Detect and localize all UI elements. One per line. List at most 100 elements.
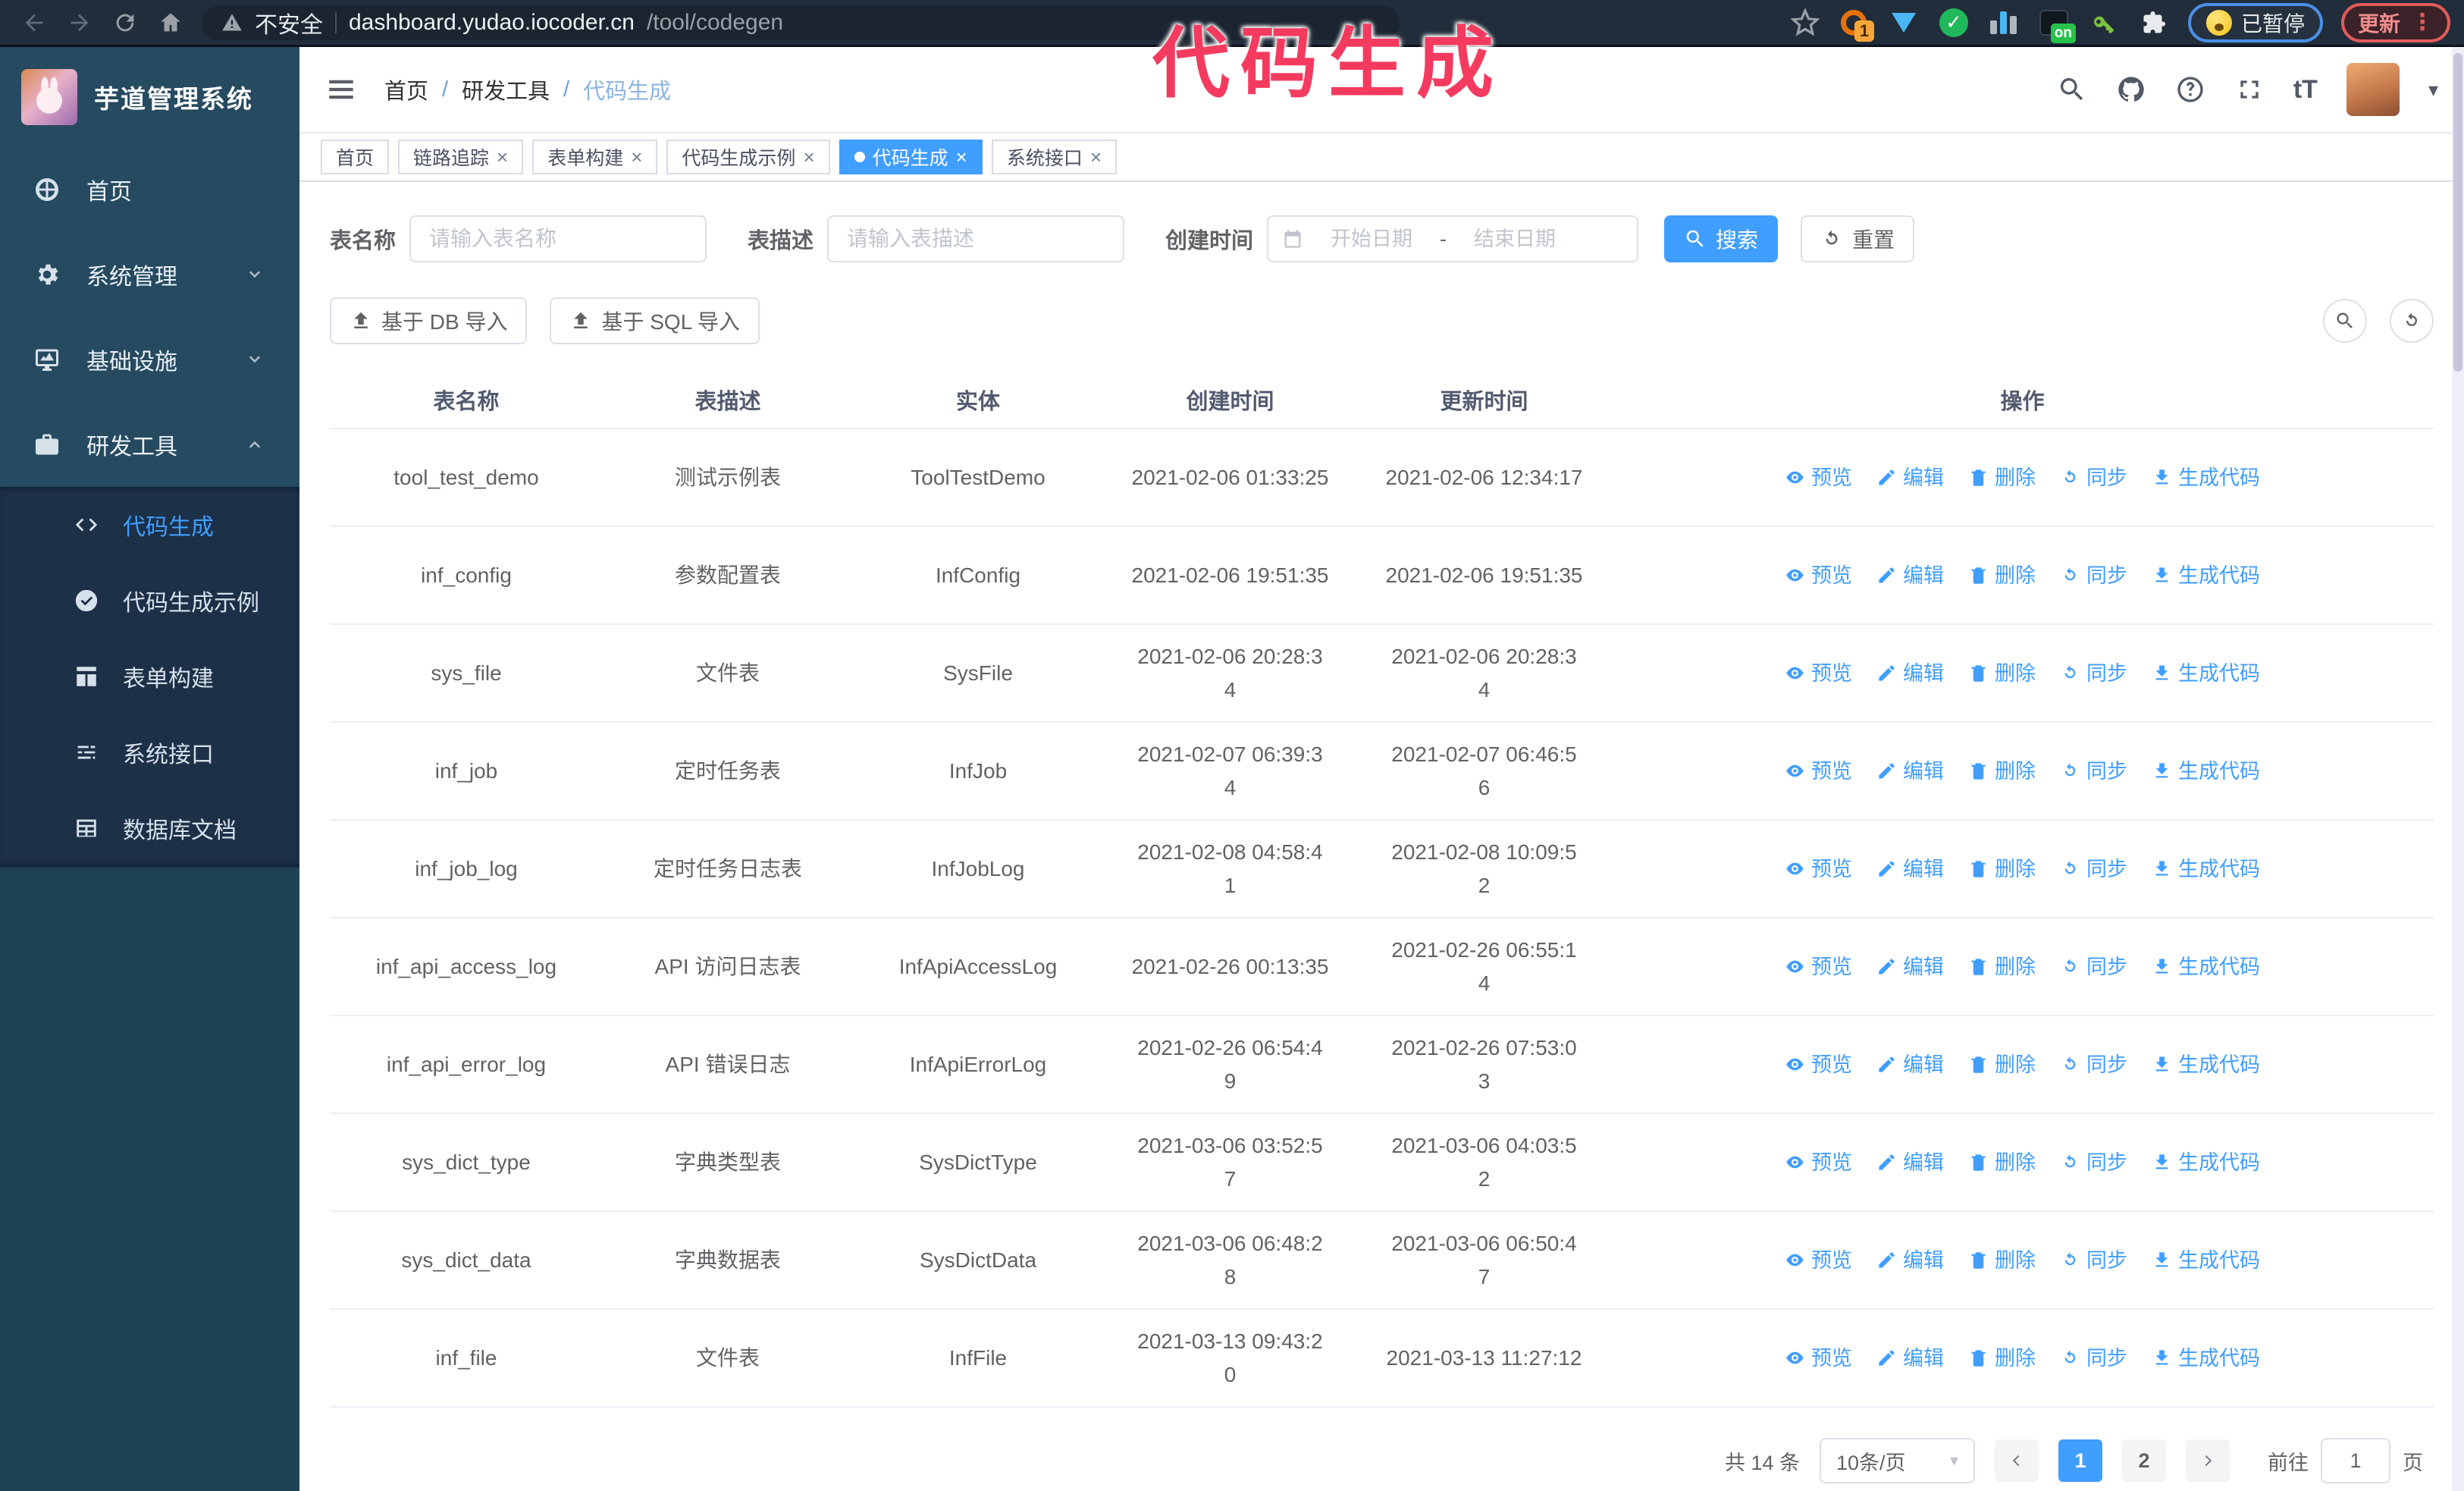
github-icon[interactable]: [2116, 74, 2146, 105]
generate-code-link[interactable]: 生成代码: [2152, 852, 2260, 886]
back-icon[interactable]: [21, 10, 47, 36]
generate-code-link[interactable]: 生成代码: [2152, 461, 2260, 494]
breadcrumb-home[interactable]: 首页: [384, 80, 429, 104]
import-db-button[interactable]: 基于 DB 导入: [330, 297, 528, 344]
logo[interactable]: 芋道管理系统: [0, 47, 299, 147]
help-icon[interactable]: [2175, 74, 2205, 105]
extension-icon[interactable]: [1888, 7, 1920, 39]
edit-link[interactable]: 编辑: [1876, 461, 1944, 494]
chrome-update-button[interactable]: 更新 ⋮: [2340, 2, 2450, 42]
table-name-input[interactable]: [409, 215, 707, 262]
close-icon[interactable]: ×: [803, 146, 815, 168]
next-page-button[interactable]: [2186, 1439, 2230, 1482]
delete-link[interactable]: 删除: [1968, 559, 2036, 592]
fullscreen-icon[interactable]: [2234, 74, 2265, 105]
page-button-2[interactable]: 2: [2122, 1439, 2166, 1482]
sidebar-item-codegen-example[interactable]: 代码生成示例: [0, 563, 299, 639]
sidebar-item-home[interactable]: 首页: [0, 147, 299, 232]
close-icon[interactable]: ×: [955, 146, 967, 168]
preview-link[interactable]: 预览: [1785, 852, 1852, 886]
edit-link[interactable]: 编辑: [1876, 950, 1944, 984]
sync-link[interactable]: 同步: [2060, 950, 2127, 984]
preview-link[interactable]: 预览: [1785, 1146, 1852, 1179]
edit-link[interactable]: 编辑: [1876, 1146, 1944, 1179]
generate-code-link[interactable]: 生成代码: [2152, 559, 2260, 592]
delete-link[interactable]: 删除: [1968, 1146, 2036, 1179]
sidebar-item-system-api[interactable]: 系统接口: [0, 714, 299, 790]
tab-system-api[interactable]: 系统接口 ×: [991, 140, 1118, 174]
import-sql-button[interactable]: 基于 SQL 导入: [550, 297, 760, 344]
preview-link[interactable]: 预览: [1785, 1244, 1852, 1277]
preview-link[interactable]: 预览: [1785, 1342, 1852, 1375]
sync-link[interactable]: 同步: [2060, 657, 2127, 690]
bookmark-star-icon[interactable]: [1791, 8, 1820, 37]
close-icon[interactable]: ×: [497, 146, 509, 168]
edit-link[interactable]: 编辑: [1876, 1244, 1944, 1277]
goto-page-input[interactable]: [2321, 1438, 2390, 1483]
extension-icon[interactable]: 1: [1838, 7, 1874, 42]
prev-page-button[interactable]: [1995, 1439, 2039, 1482]
sync-link[interactable]: 同步: [2060, 1146, 2127, 1179]
breadcrumb-devtools[interactable]: 研发工具: [462, 80, 550, 104]
extensions-puzzle-icon[interactable]: [2138, 7, 2170, 39]
sync-link[interactable]: 同步: [2060, 852, 2127, 886]
edit-link[interactable]: 编辑: [1876, 657, 1944, 690]
tab-codegen[interactable]: 代码生成 ×: [839, 140, 983, 174]
sync-link[interactable]: 同步: [2060, 1048, 2127, 1081]
end-date-input[interactable]: [1454, 227, 1576, 251]
close-icon[interactable]: ×: [631, 146, 643, 168]
generate-code-link[interactable]: 生成代码: [2152, 1342, 2260, 1375]
sidebar-item-db-doc[interactable]: 数据库文档: [0, 790, 299, 866]
reload-icon[interactable]: [112, 10, 138, 36]
extension-icon[interactable]: [2088, 7, 2120, 39]
sidebar-item-codegen[interactable]: 代码生成: [0, 487, 299, 563]
search-button[interactable]: 搜索: [1664, 215, 1779, 262]
page-size-select[interactable]: 10条/页 ▾: [1820, 1438, 1975, 1483]
edit-link[interactable]: 编辑: [1876, 559, 1944, 592]
delete-link[interactable]: 删除: [1968, 1342, 2036, 1375]
sidebar-item-devtools[interactable]: 研发工具: [0, 402, 299, 487]
delete-link[interactable]: 删除: [1968, 1048, 2036, 1081]
sidebar-item-system[interactable]: 系统管理: [0, 232, 299, 317]
address-bar[interactable]: 不安全 dashboard.yudao.iocoder.cn/tool/code…: [202, 5, 1400, 40]
extension-icon[interactable]: ✓: [1938, 7, 1970, 39]
caret-down-icon[interactable]: ▾: [2428, 77, 2438, 101]
scrollbar-thumb[interactable]: [2453, 53, 2462, 372]
refresh-table-button[interactable]: [2390, 299, 2434, 343]
table-desc-input[interactable]: [827, 215, 1125, 262]
edit-link[interactable]: 编辑: [1876, 755, 1944, 788]
delete-link[interactable]: 删除: [1968, 1244, 2036, 1277]
generate-code-link[interactable]: 生成代码: [2152, 1048, 2260, 1081]
hamburger-icon[interactable]: [325, 74, 357, 105]
avatar[interactable]: [2346, 63, 2400, 116]
preview-link[interactable]: 预览: [1785, 657, 1852, 690]
profile-paused-badge[interactable]: 已暂停: [2187, 2, 2323, 42]
edit-link[interactable]: 编辑: [1876, 852, 1944, 886]
browser-menu-icon[interactable]: ⋮: [2411, 10, 2434, 35]
sync-link[interactable]: 同步: [2060, 755, 2127, 788]
sync-link[interactable]: 同步: [2060, 461, 2127, 494]
page-scrollbar[interactable]: [2452, 47, 2464, 1491]
preview-link[interactable]: 预览: [1785, 950, 1852, 984]
sync-link[interactable]: 同步: [2060, 559, 2127, 592]
edit-link[interactable]: 编辑: [1876, 1048, 1944, 1081]
forward-icon[interactable]: [67, 10, 92, 36]
delete-link[interactable]: 删除: [1968, 950, 2036, 984]
preview-link[interactable]: 预览: [1785, 461, 1852, 494]
delete-link[interactable]: 删除: [1968, 657, 2036, 690]
date-range-picker[interactable]: -: [1267, 215, 1639, 262]
generate-code-link[interactable]: 生成代码: [2152, 1244, 2260, 1277]
preview-link[interactable]: 预览: [1785, 559, 1852, 592]
toggle-search-button[interactable]: [2323, 299, 2367, 343]
preview-link[interactable]: 预览: [1785, 1048, 1852, 1081]
delete-link[interactable]: 删除: [1968, 755, 2036, 788]
font-size-icon[interactable]: tT: [2293, 74, 2318, 104]
home-icon[interactable]: [158, 10, 183, 36]
sidebar-item-infra[interactable]: 基础设施: [0, 317, 299, 402]
generate-code-link[interactable]: 生成代码: [2152, 755, 2260, 788]
delete-link[interactable]: 删除: [1968, 852, 2036, 886]
generate-code-link[interactable]: 生成代码: [2152, 657, 2260, 690]
generate-code-link[interactable]: 生成代码: [2152, 950, 2260, 984]
close-icon[interactable]: ×: [1089, 146, 1102, 168]
start-date-input[interactable]: [1311, 227, 1433, 251]
